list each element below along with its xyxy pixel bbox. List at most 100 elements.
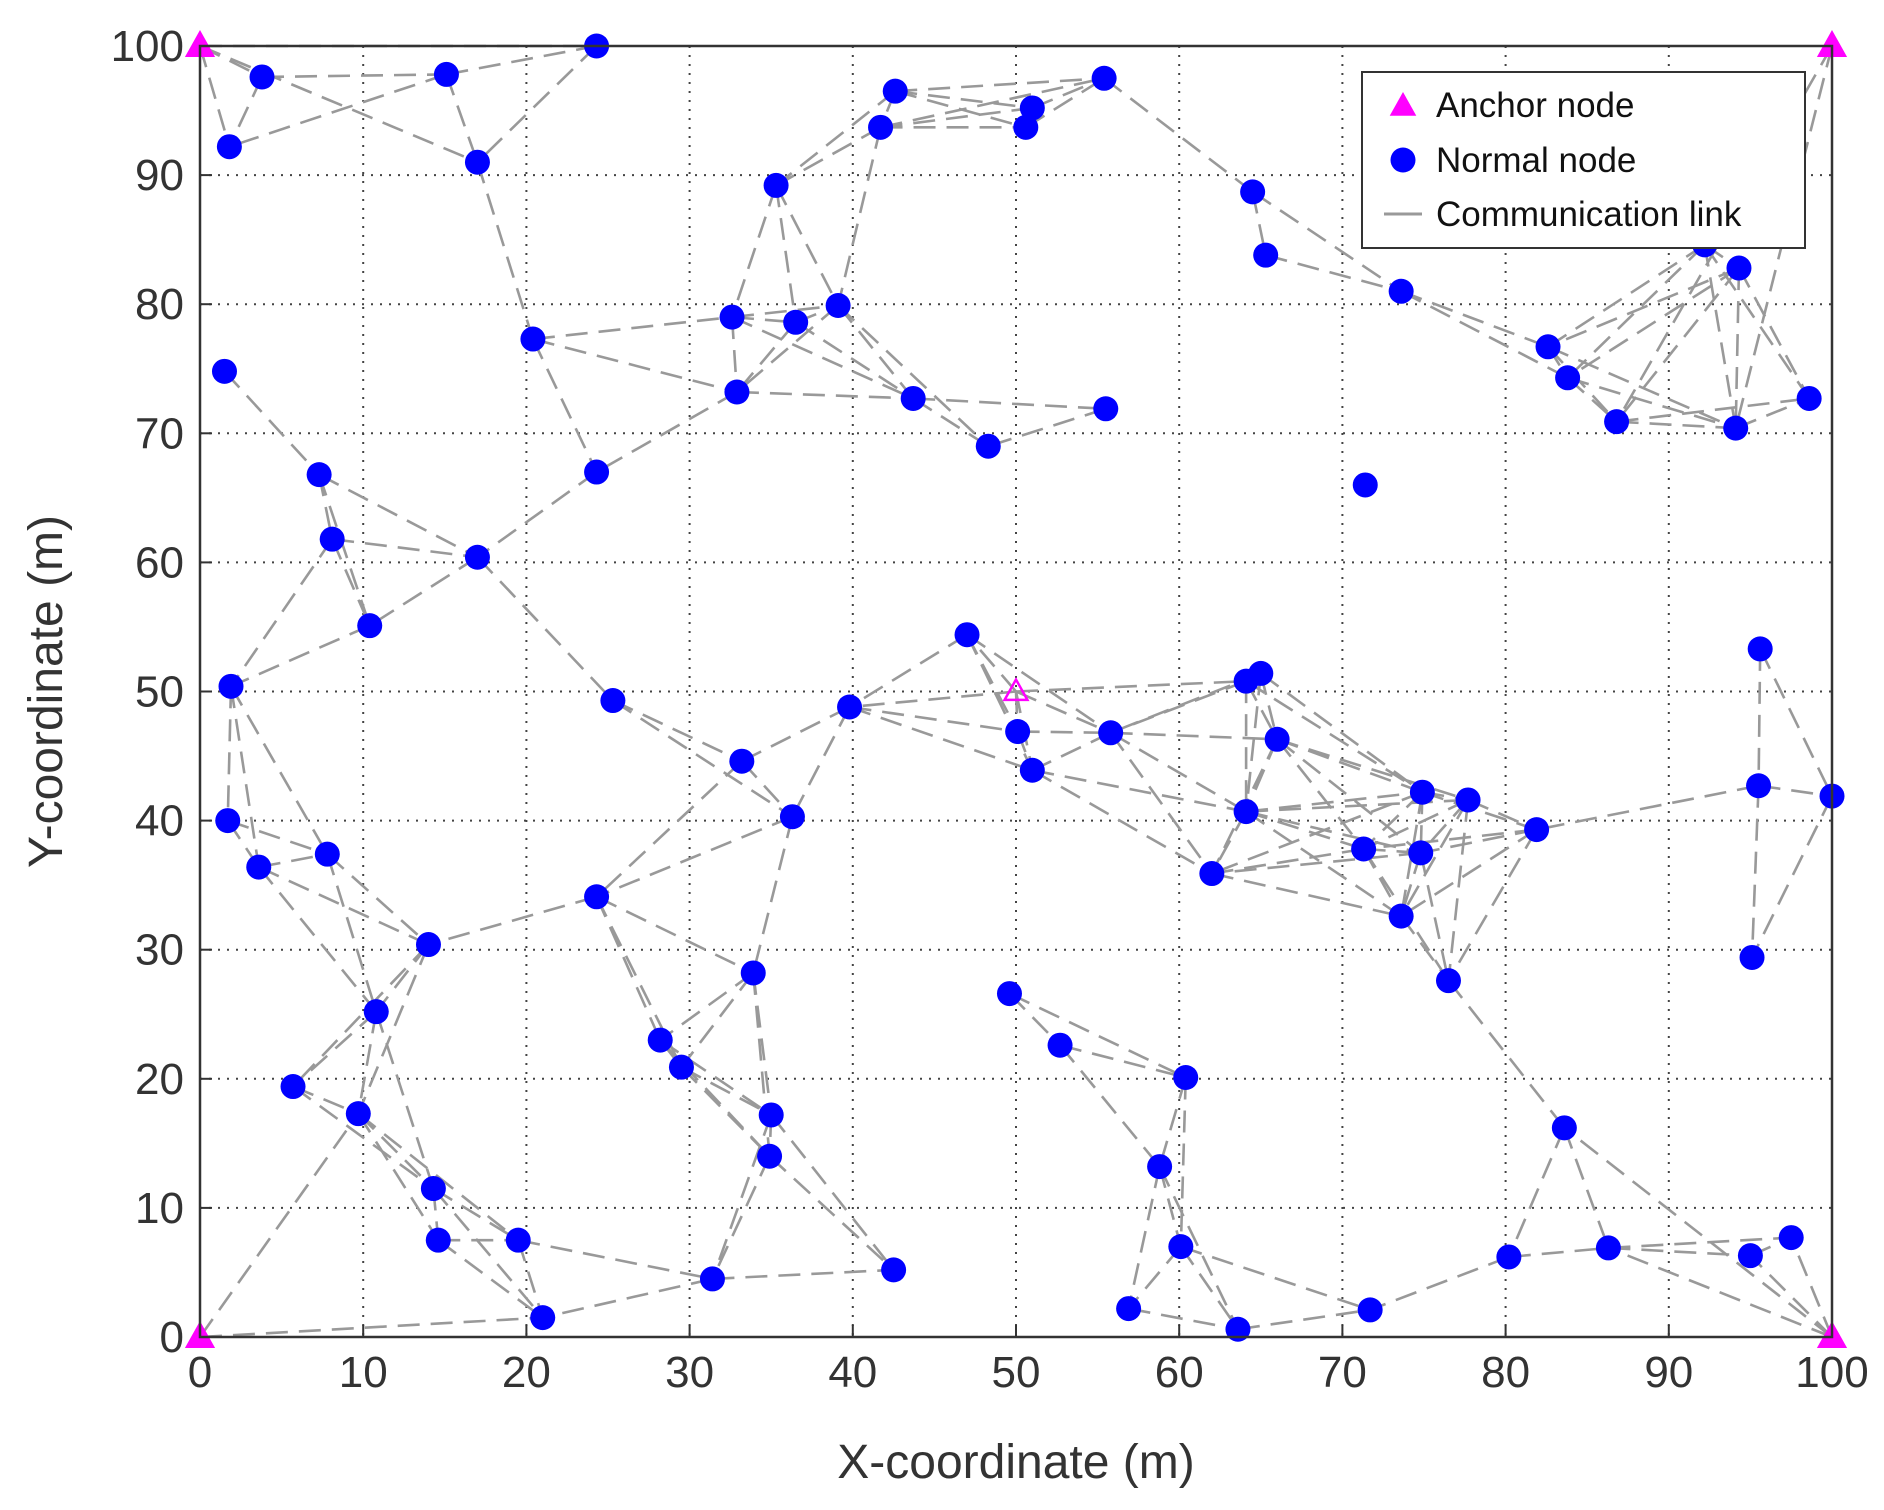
communication-link <box>1128 1307 1239 1331</box>
normal-node <box>1013 114 1039 140</box>
communication-link <box>774 184 840 307</box>
communication-link <box>1369 1255 1510 1312</box>
communication-link <box>987 407 1107 448</box>
communication-link <box>1260 672 1424 794</box>
communication-link <box>357 1112 520 1242</box>
communication-link <box>1059 1043 1187 1079</box>
normal-node <box>246 854 272 880</box>
communication-link <box>1363 798 1469 851</box>
communication-link <box>595 390 738 474</box>
communication-link <box>1750 785 1760 958</box>
normal-node <box>1747 636 1773 662</box>
communication-link <box>446 44 597 76</box>
communication-link <box>596 895 754 975</box>
communication-link <box>1059 1044 1161 1168</box>
normal-node <box>757 1143 783 1169</box>
normal-node <box>1357 1297 1383 1323</box>
communication-link <box>1757 648 1762 786</box>
communication-link <box>711 1155 771 1280</box>
x-tick-label: 10 <box>339 1348 388 1397</box>
communication-link <box>1400 290 1549 349</box>
normal-node <box>1455 787 1481 813</box>
communication-link <box>837 304 915 400</box>
normal-node <box>1351 836 1377 862</box>
normal-node <box>1737 1243 1763 1269</box>
normal-node <box>881 1257 907 1283</box>
communication-link <box>1265 253 1402 293</box>
communication-link <box>775 126 882 187</box>
normal-node <box>1233 799 1259 825</box>
communication-link <box>369 556 479 627</box>
communication-link <box>1363 828 1537 851</box>
communication-link <box>1563 1127 1610 1249</box>
x-axis-title: X-coordinate (m) <box>837 1436 1194 1489</box>
normal-node <box>600 688 626 714</box>
communication-link <box>532 337 738 394</box>
communication-link <box>1110 731 1247 813</box>
communication-link <box>1127 1245 1182 1310</box>
communication-link <box>542 1277 713 1319</box>
normal-node <box>1253 242 1279 268</box>
communication-link <box>1237 1308 1371 1331</box>
normal-node <box>647 1027 673 1053</box>
communication-link <box>1399 791 1424 917</box>
x-tick-label: 90 <box>1644 1348 1693 1397</box>
communication-link <box>659 971 755 1042</box>
communication-link <box>880 106 1033 129</box>
y-tick-label: 100 <box>111 22 184 71</box>
communication-link <box>1110 731 1278 741</box>
normal-node <box>668 1054 694 1080</box>
communication-link <box>730 317 739 393</box>
legend-box <box>1361 71 1806 249</box>
normal-node <box>420 1176 446 1202</box>
normal-node <box>779 804 805 830</box>
communication-link <box>1508 1246 1609 1259</box>
communication-link <box>432 1187 544 1319</box>
communication-link <box>751 972 773 1116</box>
communication-link <box>375 943 430 1013</box>
normal-node <box>520 326 546 352</box>
communication-link <box>966 633 1112 734</box>
communication-link <box>612 699 794 818</box>
communication-link <box>1127 1166 1161 1309</box>
y-tick-label: 60 <box>135 538 184 587</box>
y-tick-label: 90 <box>135 151 184 200</box>
communication-link <box>880 77 1105 129</box>
communication-link <box>230 624 371 688</box>
normal-node <box>1778 1225 1804 1251</box>
communication-link <box>1015 690 1112 735</box>
normal-node <box>1726 255 1752 281</box>
normal-node <box>837 694 863 720</box>
x-tick-label: 100 <box>1795 1348 1868 1397</box>
communication-link <box>1737 267 1811 400</box>
normal-node <box>975 433 1001 459</box>
communication-link <box>712 1268 894 1281</box>
communication-link <box>1110 679 1247 735</box>
communication-link <box>517 1239 544 1319</box>
normal-node <box>1723 415 1749 441</box>
y-tick-label: 10 <box>135 1184 184 1233</box>
communication-link <box>1245 810 1365 851</box>
normal-node <box>464 149 490 175</box>
normal-node <box>280 1074 306 1100</box>
communication-link <box>751 816 794 974</box>
communication-link <box>775 90 897 187</box>
communication-link <box>791 706 851 818</box>
normal-node <box>215 808 241 834</box>
communication-link <box>357 1112 440 1241</box>
communication-link <box>740 760 794 818</box>
communication-link <box>735 321 797 393</box>
communication-link <box>326 853 430 946</box>
communication-link <box>1607 1246 1833 1339</box>
normal-node <box>1091 65 1117 91</box>
plot-frame <box>198 44 1834 1339</box>
communication-link <box>1158 1166 1240 1330</box>
communication-link <box>1547 345 1618 423</box>
communication-link <box>1276 738 1469 802</box>
normal-node <box>1555 365 1581 391</box>
normal-node <box>1604 409 1630 435</box>
communication-link <box>1179 1077 1188 1247</box>
communication-link <box>1419 852 1450 981</box>
legend-anchor-marker <box>1389 92 1417 116</box>
communication-link <box>228 76 264 148</box>
